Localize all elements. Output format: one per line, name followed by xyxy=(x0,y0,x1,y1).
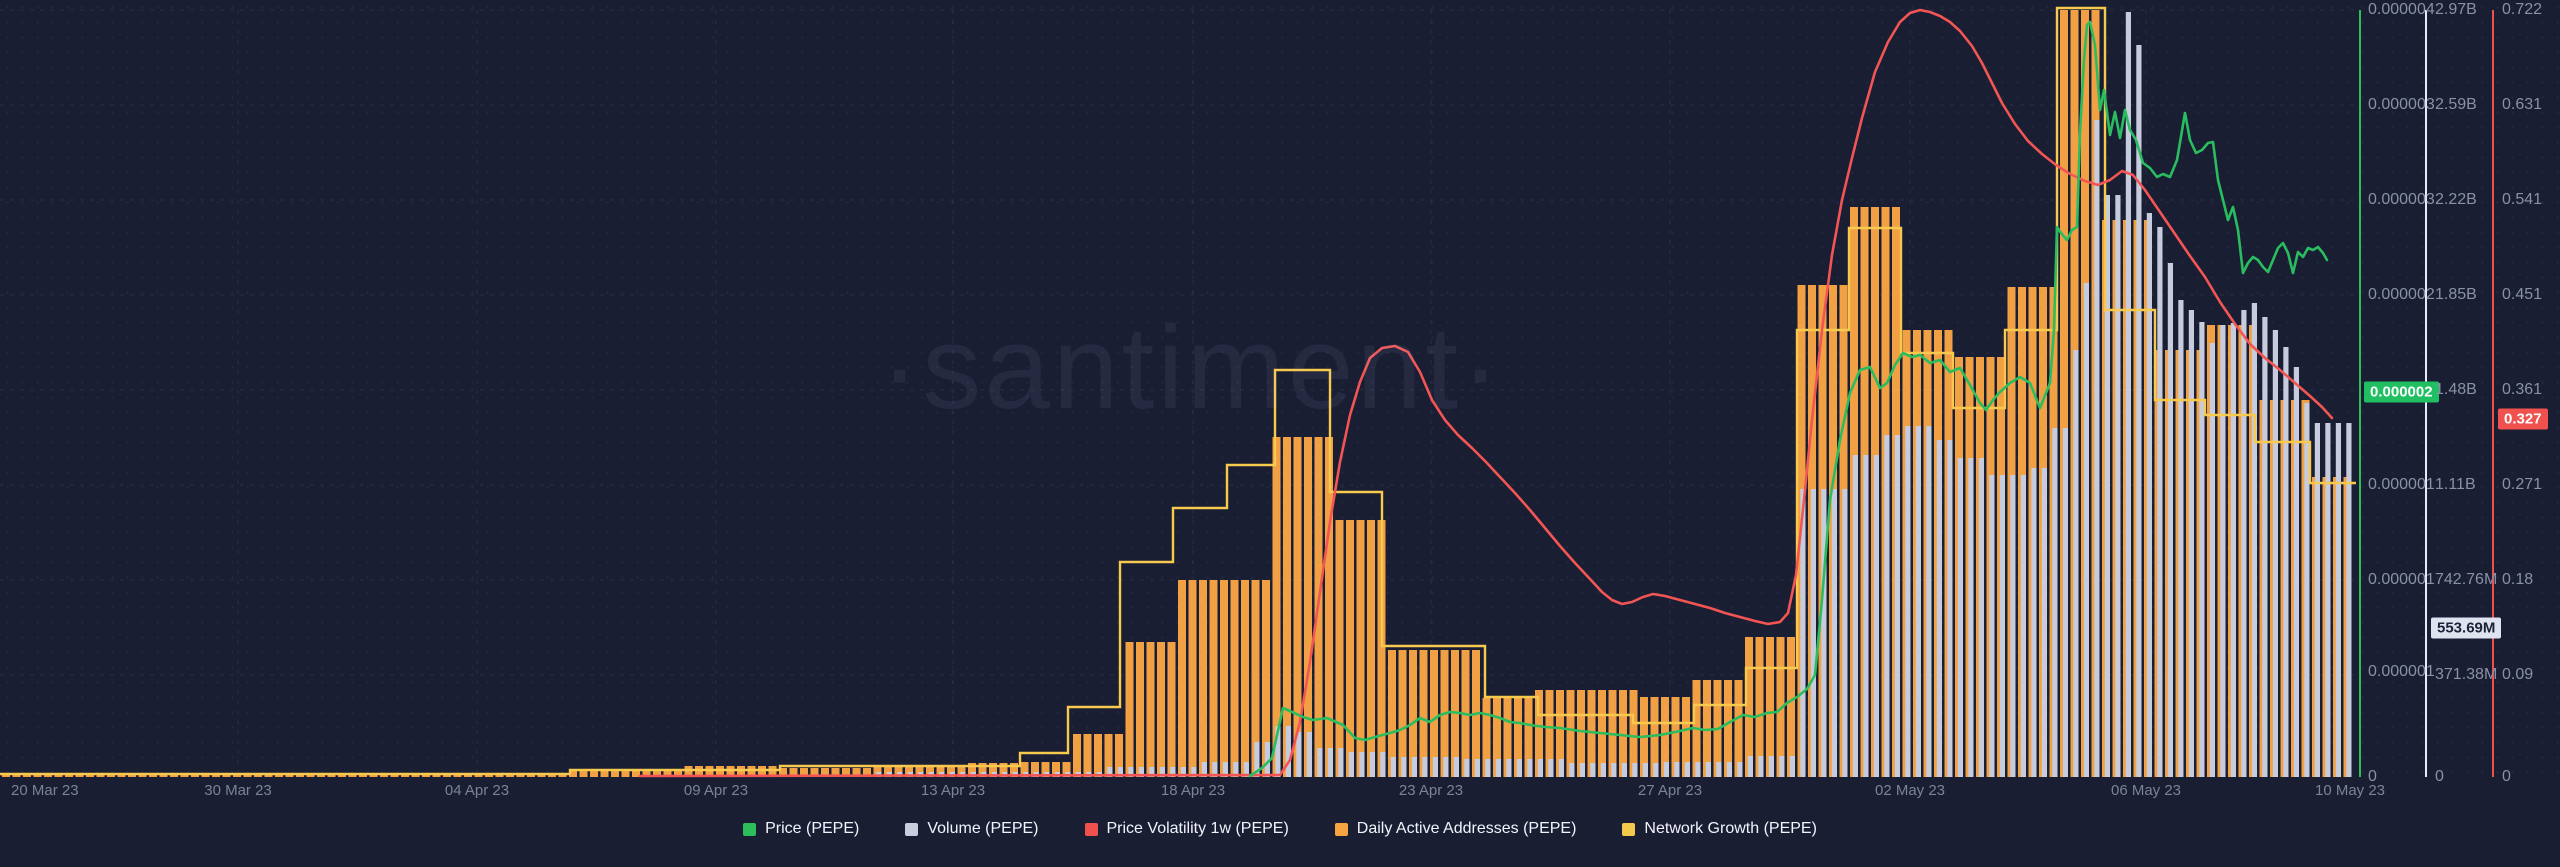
volume-tick-label: 742.76M xyxy=(2435,571,2498,588)
volatility-axis: 0.722 0.631 0.541 0.451 0.361 0.271 0.18 0.09 0 0… xyxy=(2498,0,2560,785)
date-label: 02 May 23 xyxy=(1874,782,1946,799)
legend-label: Price (PEPE) xyxy=(765,820,860,837)
volume-tick-label: 371.38M xyxy=(2435,666,2498,683)
x-axis: 20 Mar 23 30 Mar 23 04 Apr 23 09 Apr 23 13 A… xyxy=(0,782,2560,808)
date-label: 09 Apr 23 xyxy=(683,782,749,799)
legend-item-network-growth-pepe[interactable]: Network Growth (PEPE) xyxy=(1622,820,1817,838)
legend-swatch-icon xyxy=(1622,822,1636,836)
volatility-tick-label: 0.541 xyxy=(2502,191,2543,208)
date-label: 20 Mar 23 xyxy=(11,782,79,799)
gridlines xyxy=(0,9,2356,777)
date-label: 06 May 23 xyxy=(2110,782,2182,799)
volatility-tick-label: 0.631 xyxy=(2502,96,2543,113)
volume-bars xyxy=(876,12,2352,777)
volatility-tick-label: 0.451 xyxy=(2502,286,2543,303)
price-current-value-badge: 0.000002 xyxy=(2364,381,2439,403)
date-label: 10 May 23 xyxy=(2314,782,2386,799)
date-label: 27 Apr 23 xyxy=(1637,782,1703,799)
volume-tick-label: 2.59B xyxy=(2435,96,2477,113)
date-label: 30 Mar 23 xyxy=(204,782,272,799)
legend-swatch-icon xyxy=(905,822,919,836)
legend-item-daily-active-addresses-pepe[interactable]: Daily Active Addresses (PEPE) xyxy=(1334,820,1577,838)
volume-tick-label: 1.11B xyxy=(2435,476,2476,493)
price-axis: 0.000004 0.000003 0.000003 0.000002 0.000001… xyxy=(2364,0,2458,785)
volume-current-value-badge: 553.69M xyxy=(2431,617,2502,639)
volume-tick-label: 1.85B xyxy=(2435,286,2477,303)
volatility-tick-label: 0.271 xyxy=(2502,476,2543,493)
volume-tick-label: 1.48B xyxy=(2435,381,2477,398)
date-label: 23 Apr 23 xyxy=(1398,782,1464,799)
price-tick-label: 0.000001 xyxy=(2368,571,2435,588)
legend: Price (PEPE) Volume (PEPE) Price Volatilit… xyxy=(0,820,2560,838)
legend-label: Daily Active Addresses (PEPE) xyxy=(1356,820,1577,837)
legend-swatch-icon xyxy=(1334,822,1348,836)
volatility-tick-label: 0.18 xyxy=(2502,571,2534,588)
volatility-tick-label: 0.09 xyxy=(2502,666,2534,683)
legend-item-price-pepe[interactable]: Price (PEPE) xyxy=(743,820,859,838)
volatility-current-value-badge: 0.327 xyxy=(2498,408,2548,430)
plot-area[interactable]: ·santiment· xyxy=(0,0,2560,780)
date-label: 13 Apr 23 xyxy=(920,782,986,799)
volatility-tick-label: 0 xyxy=(2502,768,2511,785)
legend-label: Price Volatility 1w (PEPE) xyxy=(1106,820,1289,837)
price-tick-label: 0.000003 xyxy=(2368,191,2435,208)
price-tick-label: 0 xyxy=(2368,768,2377,785)
price-tick-label: 0.000001 xyxy=(2368,663,2435,680)
volatility-line xyxy=(638,8,2334,778)
legend-label: Network Growth (PEPE) xyxy=(1644,820,1817,837)
legend-item-volume-pepe[interactable]: Volume (PEPE) xyxy=(905,820,1039,838)
price-tick-label: 0.000004 xyxy=(2368,1,2435,18)
price-tick-label: 0.000003 xyxy=(2368,96,2435,113)
legend-swatch-icon xyxy=(1084,822,1098,836)
price-line xyxy=(1248,20,2329,778)
legend-item-price-volatility-1w-pepe[interactable]: Price Volatility 1w (PEPE) xyxy=(1084,820,1289,838)
volume-tick-label: 2.22B xyxy=(2435,191,2477,208)
chart-canvas xyxy=(0,6,2494,778)
volume-tick-label: 0 xyxy=(2435,768,2444,785)
volume-tick-label: 2.97B xyxy=(2435,1,2477,18)
network-growth-line xyxy=(0,6,2356,776)
volume-axis: 2.97B 2.59B 2.22B 1.85B 1.48B 1.11B 742.76M 371… xyxy=(2431,0,2525,785)
volatility-tick-label: 0.361 xyxy=(2502,381,2543,398)
date-label: 04 Apr 23 xyxy=(444,782,510,799)
price-tick-label: 0.000002 xyxy=(2368,286,2435,303)
volatility-tick-label: 0.722 xyxy=(2502,1,2543,18)
legend-swatch-icon xyxy=(743,822,757,836)
legend-label: Volume (PEPE) xyxy=(927,820,1039,837)
date-label: 18 Apr 23 xyxy=(1160,782,1226,799)
price-tick-label: 0.000001 xyxy=(2368,476,2435,493)
